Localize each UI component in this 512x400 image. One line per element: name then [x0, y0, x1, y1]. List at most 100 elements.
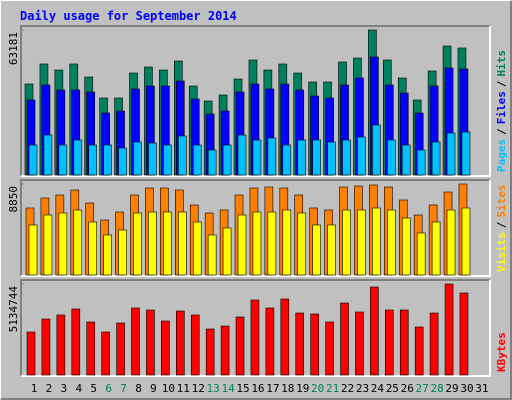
bar	[385, 309, 394, 376]
bar	[103, 144, 112, 176]
bar	[237, 214, 247, 276]
bar	[429, 312, 439, 376]
legend-entry: Files	[495, 91, 508, 124]
bar	[220, 325, 230, 376]
x-tick-label: 2	[46, 382, 53, 395]
bar	[401, 217, 411, 276]
bar	[190, 314, 200, 376]
bar	[310, 313, 319, 376]
bar	[416, 149, 426, 176]
bar	[312, 224, 321, 276]
bar	[28, 144, 38, 176]
legend-separator: /	[495, 128, 508, 135]
x-tick-label: 3	[61, 382, 68, 395]
x-tick-label: 27	[416, 382, 429, 395]
chart-title: Daily usage for September 2014	[20, 9, 237, 23]
x-tick-label: 30	[460, 382, 473, 395]
x-tick-label: 4	[75, 382, 82, 395]
bar	[146, 309, 155, 376]
x-tick-label: 7	[120, 382, 127, 395]
panel-frame	[20, 279, 490, 376]
bar	[370, 286, 379, 376]
panel-frame	[21, 280, 491, 377]
bar	[282, 209, 292, 276]
bar	[73, 139, 83, 176]
bar	[265, 307, 275, 376]
y-tick-label: 8850	[7, 186, 20, 213]
bar	[43, 214, 53, 276]
bar	[387, 139, 396, 176]
bar	[297, 212, 307, 276]
x-tick-label: 10	[162, 382, 175, 395]
bar	[267, 137, 277, 176]
x-tick-label: 5	[90, 382, 97, 395]
bar	[58, 212, 68, 276]
bar	[118, 229, 127, 276]
x-tick-label: 11	[177, 382, 190, 395]
bar	[297, 139, 307, 176]
bar	[295, 312, 305, 376]
bar	[461, 207, 471, 276]
x-tick-label: 25	[386, 382, 399, 395]
x-tick-label: 19	[296, 382, 309, 395]
x-tick-label: 26	[401, 382, 414, 395]
y-tick-label: 5134744	[7, 286, 20, 333]
bar	[205, 328, 215, 376]
bar	[416, 232, 426, 276]
bar	[88, 144, 98, 176]
panel-frame	[20, 179, 490, 276]
bar	[459, 292, 469, 376]
bar	[327, 141, 336, 176]
bar	[340, 302, 349, 376]
bar	[133, 212, 142, 276]
bar	[133, 141, 142, 176]
bar	[252, 139, 262, 176]
bar	[342, 209, 351, 276]
x-tick-label: 31	[475, 382, 488, 395]
x-tick-label: 16	[251, 382, 264, 395]
bar	[86, 321, 96, 376]
panel-frame	[21, 26, 491, 177]
bar	[431, 221, 441, 276]
bar	[387, 209, 396, 276]
bar	[148, 211, 157, 276]
bar	[327, 224, 336, 276]
bar	[355, 311, 364, 376]
bar	[280, 298, 290, 376]
legend-entry: Sites	[495, 185, 508, 218]
x-tick-label: 8	[135, 382, 142, 395]
bar	[372, 207, 381, 276]
bar	[237, 134, 247, 176]
bar	[131, 307, 140, 376]
bar	[192, 144, 202, 176]
bar	[312, 139, 321, 176]
legend-entry: Visits	[495, 232, 508, 272]
legend: KBytes	[495, 332, 508, 372]
bar	[401, 144, 411, 176]
x-tick-label: 28	[430, 382, 443, 395]
legend-separator: /	[495, 80, 508, 87]
bar	[101, 331, 110, 376]
bar	[178, 211, 187, 276]
bar	[325, 321, 334, 376]
x-tick-label: 20	[311, 382, 324, 395]
panel-frame	[20, 25, 490, 176]
bar	[414, 326, 424, 376]
bar	[342, 139, 351, 176]
bar	[250, 299, 260, 376]
bar	[207, 234, 217, 276]
bar	[252, 211, 262, 276]
x-tick-label: 22	[341, 382, 354, 395]
x-tick-label: 17	[266, 382, 279, 395]
x-tick-label: 15	[236, 382, 249, 395]
bar	[357, 209, 366, 276]
panel-frame	[21, 180, 491, 277]
x-tick-label: 9	[150, 382, 157, 395]
bar	[148, 142, 157, 176]
legend-entry: Pages	[495, 139, 508, 172]
x-tick-label: 24	[371, 382, 385, 395]
bar	[192, 221, 202, 276]
x-tick-label: 23	[356, 382, 369, 395]
legend: Pages / Files / Hits	[495, 50, 508, 172]
